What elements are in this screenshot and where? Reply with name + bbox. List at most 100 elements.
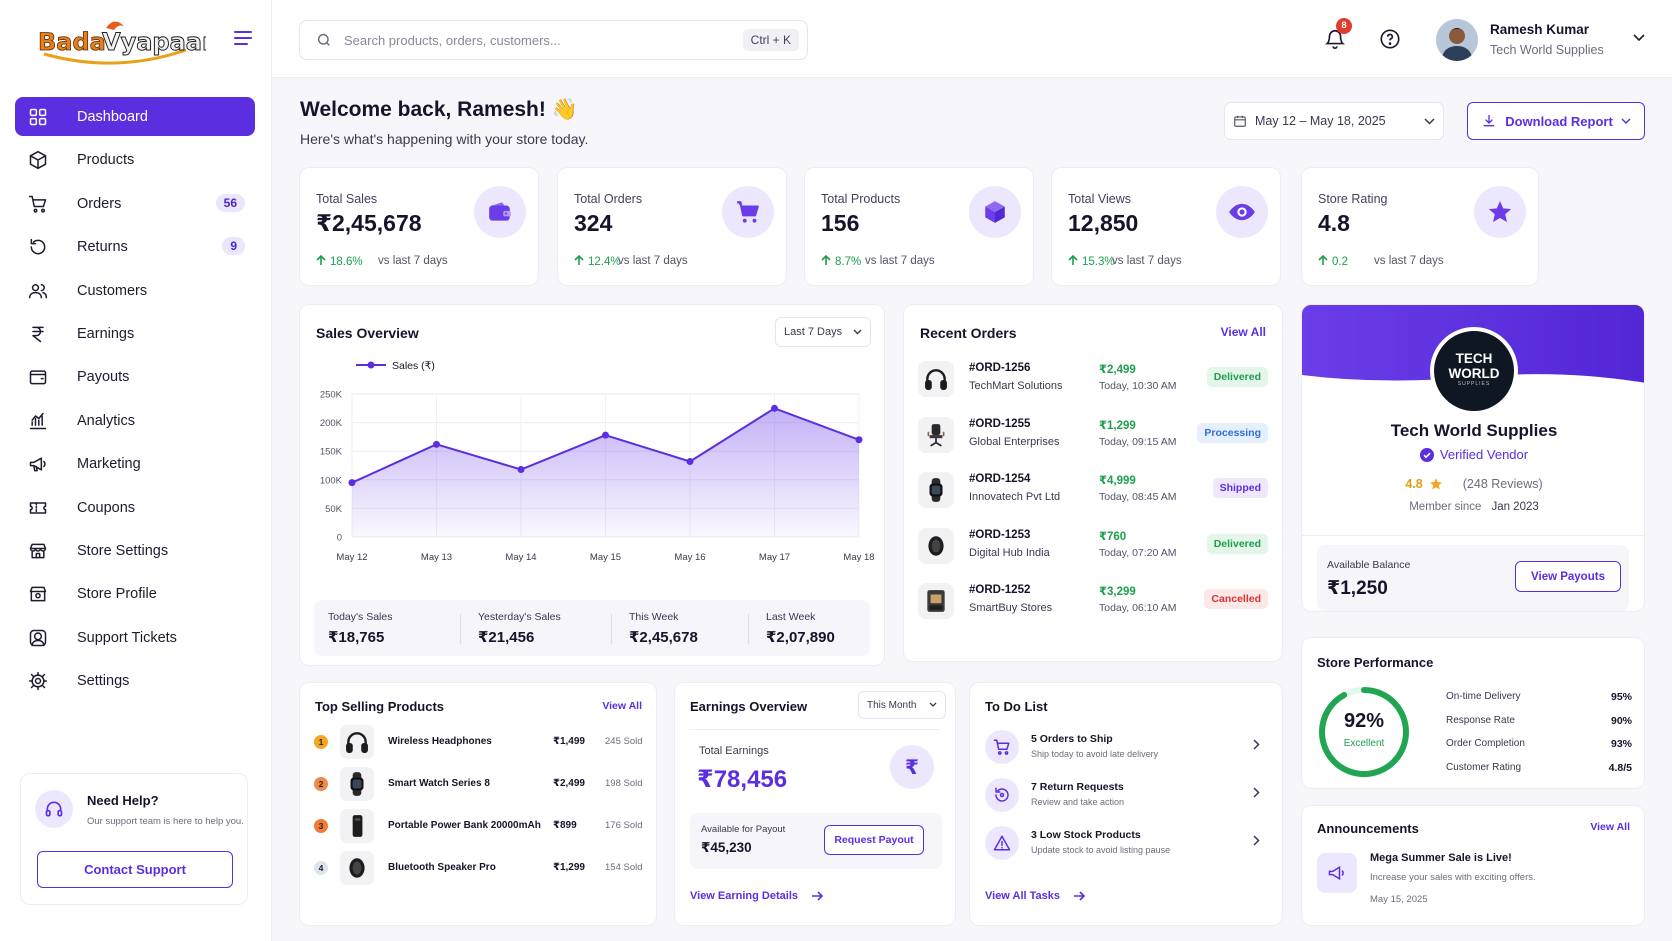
sidebar-item-orders[interactable]: Orders 56 xyxy=(15,184,255,223)
sidebar-item-products[interactable]: Products xyxy=(15,140,255,179)
verified-vendor-row: Verified Vendor xyxy=(1302,447,1644,462)
product-row[interactable]: 2 Smart Watch Series 8 ₹2,499 198 Sold xyxy=(300,767,658,805)
sidebar-item-coupons[interactable]: Coupons xyxy=(15,488,255,527)
gear-icon xyxy=(27,670,49,692)
announcements-view-all-link[interactable]: View All xyxy=(1590,821,1630,833)
product-name: Bluetooth Speaker Pro xyxy=(388,862,496,873)
menu-toggle-icon[interactable] xyxy=(234,31,252,45)
summary-value: ₹2,45,678 xyxy=(629,629,698,646)
earnings-period-dropdown[interactable]: This Month xyxy=(858,691,946,719)
todo-item-title: 7 Return Requests xyxy=(1031,781,1124,793)
sales-point xyxy=(602,431,609,439)
store-profile-icon xyxy=(27,583,49,605)
contact-support-button[interactable]: Contact Support xyxy=(37,851,233,888)
chevron-down-icon xyxy=(929,702,937,708)
view-payouts-button[interactable]: View Payouts xyxy=(1515,561,1621,592)
user-menu-chevron-icon[interactable] xyxy=(1633,34,1645,42)
sidebar-item-badge: 9 xyxy=(222,237,245,255)
product-row[interactable]: 3 Portable Power Bank 20000mAh ₹899 176 Sol… xyxy=(300,809,658,847)
sidebar-item-marketing[interactable]: Marketing xyxy=(15,444,255,483)
summary-label: This Week xyxy=(629,611,679,623)
recent-orders-card: Recent Orders View All #ORD-1256 TechMart… xyxy=(903,304,1283,662)
order-amount: ₹3,299 xyxy=(1099,586,1136,598)
wallet-icon xyxy=(474,186,526,238)
store-profile-card: TECH WORLD SUPPLIES Tech World Supplies … xyxy=(1301,304,1645,612)
stat-label: Store Rating xyxy=(1318,192,1388,206)
summary-item: This Week ₹2,45,678 xyxy=(629,611,698,646)
sidebar-item-payouts[interactable]: Payouts xyxy=(15,357,255,396)
stat-change: 12.4% xyxy=(574,255,621,268)
brand-logo[interactable]: Bada Vyapaar xyxy=(36,14,206,70)
sales-period-value: Last 7 Days xyxy=(784,326,843,338)
product-row[interactable]: 4 Bluetooth Speaker Pro ₹1,299 154 Sold xyxy=(300,851,658,889)
request-payout-button[interactable]: Request Payout xyxy=(824,825,924,855)
order-row[interactable]: #ORD-1255 Global Enterprises ₹1,299 Today, … xyxy=(904,413,1284,465)
todo-item[interactable]: 3 Low Stock Products Update stock to avoi… xyxy=(970,823,1284,867)
arrow-up-icon xyxy=(316,255,330,268)
summary-value: ₹21,456 xyxy=(478,629,535,646)
sidebar-item-store-profile[interactable]: Store Profile xyxy=(15,574,255,613)
announcement-title[interactable]: Mega Summer Sale is Live! xyxy=(1370,852,1512,864)
order-row[interactable]: #ORD-1256 TechMart Solutions ₹2,499 Today, … xyxy=(904,357,1284,409)
order-amount: ₹4,999 xyxy=(1099,475,1136,487)
stat-card-store-rating[interactable]: Store Rating 4.8 0.2 vs last 7 days xyxy=(1301,167,1539,286)
earnings-period-value: This Month xyxy=(867,699,917,711)
sidebar-item-customers[interactable]: Customers xyxy=(15,271,255,310)
notification-bell-icon[interactable]: 8 xyxy=(1324,18,1352,50)
stat-card-total-products[interactable]: Total Products 156 8.7% vs last 7 days xyxy=(804,167,1034,286)
date-range-picker[interactable]: May 12 – May 18, 2025 xyxy=(1224,102,1444,140)
summary-value: ₹18,765 xyxy=(328,629,385,646)
stat-card-total-orders[interactable]: Total Orders 324 12.4% vs last 7 days xyxy=(557,167,787,286)
box-icon xyxy=(27,149,49,171)
order-row[interactable]: #ORD-1252 SmartBuy Stores ₹3,299 Today, 06:… xyxy=(904,579,1284,631)
sidebar-item-analytics[interactable]: Analytics xyxy=(15,401,255,440)
announcements-card: Announcements View All Mega Summer Sale … xyxy=(1301,805,1645,926)
product-row[interactable]: 1 Wireless Headphones ₹1,499 245 Sold xyxy=(300,725,658,763)
legend-label: Sales (₹) xyxy=(392,360,435,372)
sidebar-item-earnings[interactable]: Earnings xyxy=(15,314,255,353)
sidebar-item-settings[interactable]: Settings xyxy=(15,661,255,700)
earning-details-link[interactable]: View Earning Details xyxy=(690,890,824,902)
store-performance-card: Store Performance 92% Excellent On-time … xyxy=(1301,637,1645,789)
stat-card-total-views[interactable]: Total Views 12,850 15.3% vs last 7 days xyxy=(1051,167,1281,286)
sidebar-item-label: Earnings xyxy=(77,325,135,342)
user-store: Tech World Supplies xyxy=(1490,43,1604,57)
stat-compare: vs last 7 days xyxy=(865,255,935,267)
performance-metric-value: 90% xyxy=(1610,714,1632,727)
search-box[interactable]: Ctrl + K xyxy=(299,20,808,60)
order-id: #ORD-1255 xyxy=(969,417,1031,430)
order-row[interactable]: #ORD-1254 Innovatech Pvt Ltd ₹4,999 Today, … xyxy=(904,468,1284,520)
user-avatar[interactable] xyxy=(1436,19,1478,61)
product-rank: 2 xyxy=(314,777,328,791)
stat-card-total-sales[interactable]: Total Sales ₹2,45,678 18.6% vs last 7 days xyxy=(299,167,539,286)
stat-change: 8.7% xyxy=(821,255,861,268)
performance-score: 92% xyxy=(1343,710,1385,732)
order-row[interactable]: #ORD-1253 Digital Hub India ₹760 Today, 07:… xyxy=(904,524,1284,576)
earnings-title: Earnings Overview xyxy=(690,699,808,714)
recent-orders-view-all-link[interactable]: View All xyxy=(1220,325,1266,339)
todo-item[interactable]: 5 Orders to Ship Ship today to avoid late… xyxy=(970,727,1284,771)
sales-period-dropdown[interactable]: Last 7 Days xyxy=(775,317,871,347)
download-report-button[interactable]: Download Report xyxy=(1467,102,1645,140)
sidebar-item-dashboard[interactable]: Dashboard xyxy=(15,97,255,136)
stat-value: 12,850 xyxy=(1068,210,1139,236)
earnings-overview-card: Earnings Overview This Month Total Earni… xyxy=(674,682,956,926)
view-all-tasks-link[interactable]: View All Tasks xyxy=(985,890,1086,902)
search-input[interactable] xyxy=(344,32,724,48)
sidebar-item-store-settings[interactable]: Store Settings xyxy=(15,531,255,570)
todo-item[interactable]: 7 Return Requests Review and take action xyxy=(970,775,1284,819)
order-status-badge: Delivered xyxy=(1206,533,1268,554)
headphones-icon xyxy=(340,725,374,759)
order-customer: SmartBuy Stores xyxy=(969,602,1053,614)
sidebar-item-label: Coupons xyxy=(77,499,136,516)
top-selling-view-all-link[interactable]: View All xyxy=(602,700,642,712)
download-icon xyxy=(1481,113,1497,129)
sidebar-item-returns[interactable]: Returns 9 xyxy=(15,227,255,266)
arrow-up-icon xyxy=(574,255,588,268)
sidebar-item-label: Analytics xyxy=(77,412,136,429)
reviews-count: (248 Reviews) xyxy=(1462,477,1543,491)
sidebar-item-support-tickets[interactable]: Support Tickets xyxy=(15,618,255,657)
eye-icon xyxy=(1216,186,1268,238)
help-circle-icon[interactable] xyxy=(1379,28,1401,50)
store-logo-line1: TECH xyxy=(1455,351,1493,366)
